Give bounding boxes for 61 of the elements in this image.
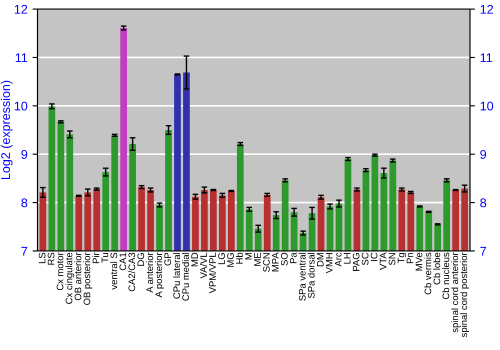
x-tick-label: Cx motor	[56, 252, 64, 290]
y-axis-title: Log2 (expression)	[0, 80, 12, 180]
x-tick-label: VTA	[380, 252, 386, 270]
y2-tick-label: 9	[480, 150, 486, 159]
x-tick-label: PAG	[352, 253, 360, 271]
x-tick-label: GP	[164, 252, 172, 266]
x-tick-label: spinal cord anterior	[451, 252, 460, 332]
x-tick-label: SN	[388, 253, 396, 266]
x-tick-label: CPu lateral	[173, 252, 180, 299]
x-tick-label: Cb lobe	[433, 252, 440, 284]
x-tick-label: OB posterior	[83, 252, 92, 305]
x-tick-label: M	[245, 253, 252, 260]
x-tick-label: Cx cingulate	[65, 252, 74, 304]
x-tick-label: CA2/CA3	[128, 252, 136, 292]
y-tick-label: 12	[14, 4, 28, 14]
y2-tick-label: 11	[480, 53, 492, 62]
x-tick-label: IC	[370, 252, 378, 261]
x-tick-label: CPu medial	[182, 252, 189, 301]
x-tick-label: Pn	[406, 252, 414, 264]
y2-tick-label: 8	[480, 198, 486, 208]
x-tick-label: A posterior	[155, 252, 164, 298]
x-tick-label: SO	[281, 252, 288, 266]
x-tick-label: ME	[254, 252, 261, 266]
x-tick-label: DM	[316, 253, 324, 266]
x-tick-label: MPA	[272, 252, 279, 272]
x-tick-label: SCN	[263, 253, 270, 272]
x-tick-label: Arc	[334, 252, 342, 266]
x-tick-label: Pa	[290, 252, 297, 264]
x-tick-label: Hb	[236, 252, 243, 264]
y-tick-label: 10	[14, 102, 28, 110]
x-tick-label: LS	[38, 252, 46, 264]
x-tick-label: CA1	[119, 252, 126, 270]
y2-tick-label: 12	[480, 4, 493, 14]
x-tick-label: VPM/VPL	[208, 252, 216, 294]
x-tick-label: spinal cord posterior	[460, 252, 470, 338]
x-tick-label: Cb nucleus	[442, 252, 450, 300]
y-tick-label: 11	[16, 53, 28, 62]
x-tick-label: Pir	[92, 252, 100, 264]
x-tick-label: VA/VL	[200, 252, 207, 278]
x-tick-label: SC	[362, 252, 368, 266]
x-tick-label: SPa dorsal	[308, 252, 315, 298]
x-tick-label: RS	[48, 252, 54, 265]
x-tick-label: OB anterior	[74, 252, 82, 300]
x-tick-label: ventral S	[110, 252, 118, 290]
y-tick-label: 9	[21, 150, 28, 159]
y2-tick-label: 10	[480, 102, 494, 110]
y-tick-label: 8	[21, 198, 28, 208]
x-tick-label: LG	[218, 253, 225, 264]
x-tick-label: MG	[227, 253, 234, 267]
x-tick-label: LH	[344, 253, 350, 264]
x-tick-label: DG	[137, 253, 144, 266]
y-tick-label: 7	[21, 246, 28, 256]
x-tick-label: MVe	[416, 252, 422, 270]
x-tick-label: MD	[191, 252, 198, 266]
x-tick-label: VMH	[326, 253, 332, 274]
x-tick-label: Tu	[102, 252, 108, 263]
x-tick-label: Cb vermis	[424, 252, 432, 294]
y2-tick-label: 7	[480, 246, 486, 256]
x-tick-label: Tg	[398, 252, 406, 264]
x-tick-label: A anterior	[146, 252, 154, 293]
x-tick-label: SPa ventral	[298, 252, 306, 301]
